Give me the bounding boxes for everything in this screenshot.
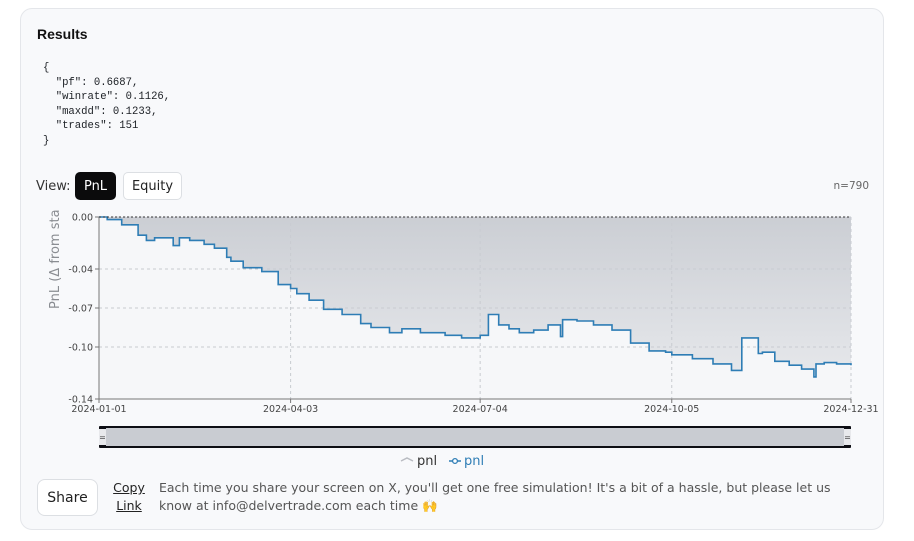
slider-handle-left-grip: = [99,433,106,442]
y-tick-label: -0.04 [68,265,93,276]
chart-axes: 2024-01-01 2024-04-03 2024-07-04 2024-10-05… [68,213,878,416]
slider-handle-right-grip: = [844,433,851,442]
legend-item-area[interactable]: pnl [400,454,437,469]
y-tick-label: -0.14 [68,395,93,406]
view-label: View: [36,179,71,194]
pnl-chart[interactable]: PnL (Δ from sta 2024-01-01 2024-04-03 2024… [21,9,883,479]
pnl-line [99,216,852,378]
y-tick-label: -0.07 [68,304,93,315]
share-button[interactable]: Share [37,479,98,516]
x-tick-label: 2024-10-05 [644,404,699,415]
sample-count: n=790 [833,180,870,192]
y-axis-label: PnL (Δ from sta [48,209,63,309]
y-tick-label: -0.10 [68,343,93,354]
results-card: Results { "pf": 0.6687, "winrate": 0.112… [20,8,884,530]
legend-area-swatch [400,457,414,462]
legend-item-line[interactable]: pnl [449,454,484,469]
slider-handle-left[interactable] [99,429,106,445]
y-tick-label: 0.00 [72,213,93,224]
results-json: { "pf": 0.6687, "winrate": 0.1126, "maxd… [43,62,171,147]
chart-legend[interactable]: pnl pnl [400,454,484,469]
results-title: Results [37,26,88,42]
legend-label-area: pnl [417,454,437,469]
range-slider[interactable]: = = [99,426,851,448]
slider-handle-right[interactable] [844,429,851,445]
pnl-area [99,217,851,377]
x-tick-label: 2024-04-03 [263,404,318,415]
legend-label-line: pnl [464,454,484,469]
x-tick-label: 2024-12-31 [823,404,878,415]
x-tick-label: 2024-01-01 [71,404,126,415]
copy-link-button[interactable]: Copy Link [113,480,145,513]
view-pnl-button[interactable]: PnL [75,172,116,200]
x-tick-label: 2024-07-04 [453,404,508,415]
legend-line-marker [451,457,459,465]
view-equity-button[interactable]: Equity [123,172,182,200]
share-notice: Each time you share your screen on X, yo… [159,480,831,513]
slider-window[interactable] [106,428,844,446]
